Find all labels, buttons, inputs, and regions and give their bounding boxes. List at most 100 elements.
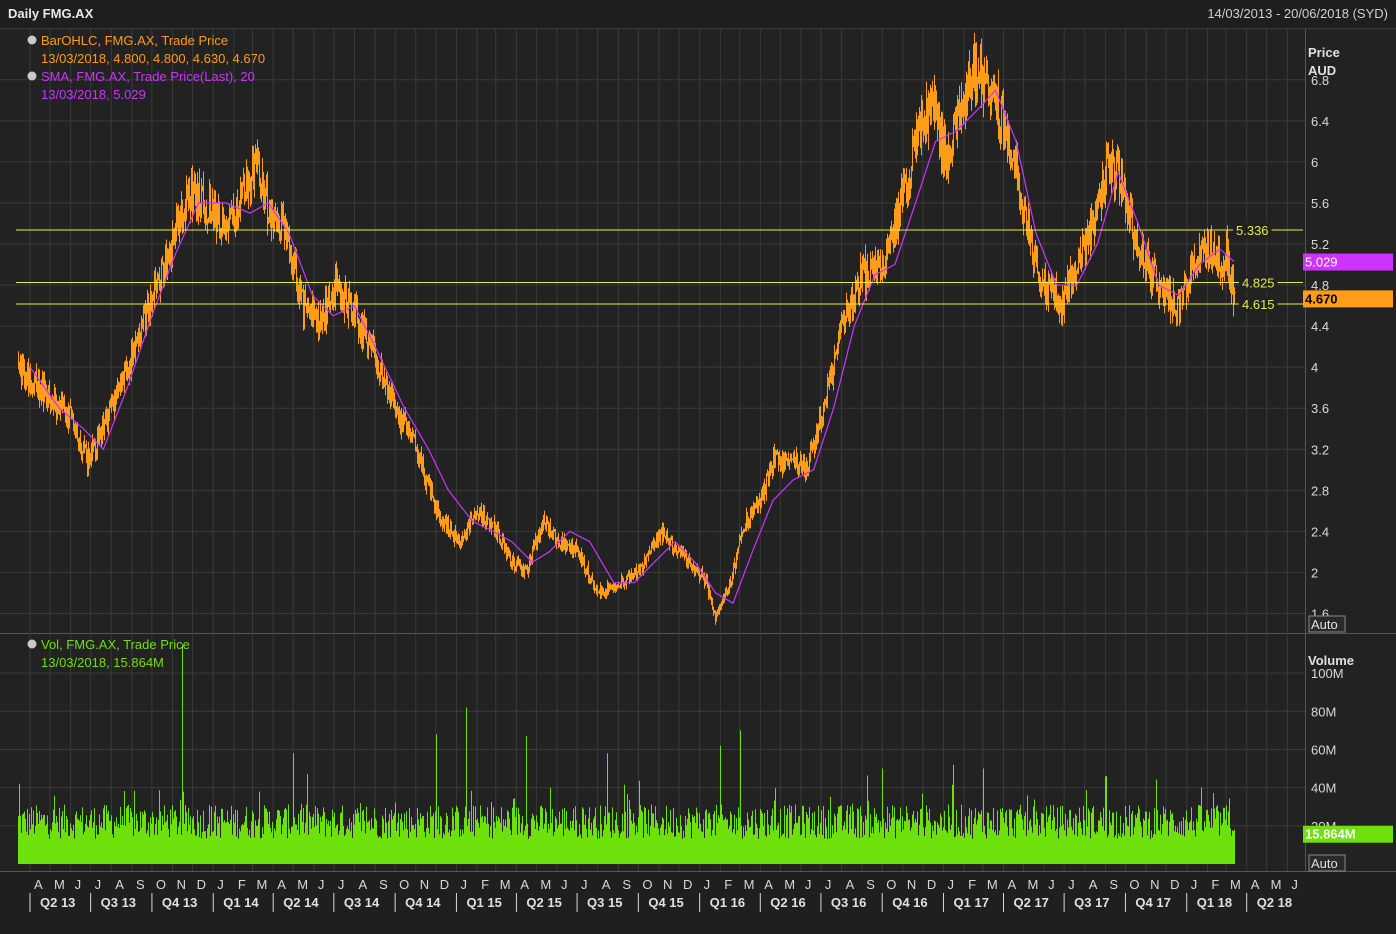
month-tick-label: F [968,877,976,892]
quarter-tick-label: Q4 16 [892,895,927,910]
price-auto-button[interactable]: Auto [1308,615,1346,633]
month-tick-label: N [177,877,186,892]
quarter-tick-label: Q3 13 [101,895,136,910]
month-tick-label: A [277,877,286,892]
volume-tick-label: 100M [1311,666,1344,681]
month-tick-label: N [663,877,672,892]
month-tick-label: J [318,877,325,892]
ohlc-legend-values: 13/03/2018, 4.800, 4.800, 4.630, 4.670 [41,51,265,66]
month-tick-label: S [622,877,631,892]
month-tick-label: J [460,877,467,892]
month-tick-label: J [581,877,588,892]
quarter-tick-label: Q2 16 [770,895,805,910]
volume-last-value-label: 15.864M [1305,827,1356,842]
quarter-tick-label: Q2 17 [1013,895,1048,910]
quarter-tick-label: Q3 15 [587,895,622,910]
volume-legend-label: Vol, FMG.AX, Trade Price [41,637,190,652]
legend-toggle-icon[interactable] [27,639,37,649]
volume-base [18,841,1235,864]
month-tick-label: A [1251,877,1260,892]
month-tick-label: O [399,877,409,892]
ohlc-legend-label: BarOHLC, FMG.AX, Trade Price [41,33,228,48]
price-tick-label: 5.2 [1311,237,1329,252]
month-tick-label: M [257,877,268,892]
month-tick-label: D [927,877,936,892]
month-tick-label: J [1068,877,1075,892]
month-tick-label: S [866,877,875,892]
volume-legend-values: 13/03/2018, 15.864M [41,655,164,670]
price-tick-label: 6 [1311,155,1318,170]
price-axis-unit: AUD [1308,63,1336,78]
quarter-tick-label: Q4 17 [1135,895,1170,910]
month-tick-label: M [540,877,551,892]
month-tick-label: F [1211,877,1219,892]
quarter-tick-label: Q3 16 [831,895,866,910]
label-background [1239,297,1278,313]
quarter-tick-label: Q4 14 [405,895,441,910]
price-legend: BarOHLC, FMG.AX, Trade Price 13/03/2018,… [27,33,265,102]
price-tick-label: 6.4 [1311,114,1329,129]
sma-last-value-label: 5.029 [1305,255,1338,270]
month-tick-label: N [907,877,916,892]
quarter-tick-label: Q2 13 [40,895,75,910]
month-tick-label: J [805,877,812,892]
volume-auto-button[interactable]: Auto [1308,854,1346,872]
legend-toggle-icon[interactable] [27,71,37,81]
month-tick-label: J [704,877,711,892]
price-tick-label: 6.8 [1311,73,1329,88]
month-tick-label: M [500,877,511,892]
month-tick-label: A [1089,877,1098,892]
month-tick-label: N [1150,877,1159,892]
volume-legend: Vol, FMG.AX, Trade Price 13/03/2018, 15.… [27,637,190,670]
quarter-tick-label: Q1 17 [954,895,989,910]
month-tick-label: M [54,877,65,892]
quarter-tick-label: Q3 14 [344,895,380,910]
horizontal-line-label: 4.825 [1242,275,1275,290]
label-background [1233,223,1272,239]
month-tick-label: F [724,877,732,892]
month-tick-label: J [825,877,832,892]
month-tick-label: O [1129,877,1139,892]
month-tick-label: S [136,877,145,892]
month-tick-label: A [34,877,43,892]
quarter-tick-label: Q2 14 [283,895,319,910]
month-tick-label: J [1291,877,1298,892]
month-tick-label: J [75,877,82,892]
month-tick-label: A [1007,877,1016,892]
quarter-tick-label: Q2 18 [1257,895,1292,910]
quarter-tick-label: Q1 18 [1197,895,1232,910]
month-tick-label: J [1048,877,1055,892]
sma-legend-values: 13/03/2018, 5.029 [41,87,146,102]
month-tick-label: A [602,877,611,892]
price-tick-label: 2.4 [1311,524,1329,539]
month-tick-label: M [1027,877,1038,892]
month-tick-label: D [197,877,206,892]
month-tick-label: F [238,877,246,892]
month-tick-label: A [846,877,855,892]
price-last-value-tag [1303,290,1393,308]
volume-auto-label: Auto [1311,856,1338,871]
price-auto-label: Auto [1311,617,1338,632]
horizontal-line-label: 4.615 [1242,297,1275,312]
month-tick-label: D [440,877,449,892]
sma-last-value-tag [1303,253,1393,271]
month-tick-label: J [1191,877,1198,892]
title-bar: Daily FMG.AX 14/03/2013 - 20/06/2018 (SY… [0,0,1396,29]
time-axis-panel [0,871,1396,934]
volume-tick-label: 40M [1311,781,1336,796]
month-tick-label: M [987,877,998,892]
month-tick-label: S [1109,877,1118,892]
month-tick-label: O [886,877,896,892]
quarter-tick-label: Q1 16 [710,895,745,910]
price-tick-label: 2 [1311,565,1318,580]
legend-toggle-icon[interactable] [27,35,37,45]
quarter-tick-label: Q1 15 [466,895,501,910]
date-range: 14/03/2013 - 20/06/2018 (SYD) [1207,6,1388,21]
month-tick-label: J [217,877,224,892]
price-axis-title: Price [1308,45,1340,60]
month-tick-label: O [156,877,166,892]
sma-line [29,88,1235,605]
price-tick-label: 3.6 [1311,401,1329,416]
month-tick-label: A [520,877,529,892]
